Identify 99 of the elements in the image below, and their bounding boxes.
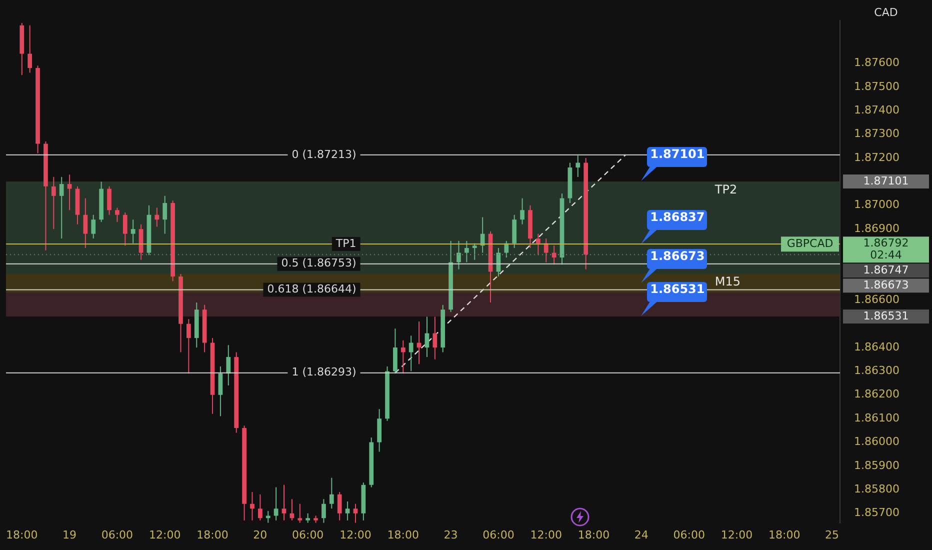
candlestick — [322, 498, 326, 524]
callout-label: 1.86673 — [641, 248, 708, 283]
y-tick-label: 1.87400 — [854, 103, 900, 116]
x-tick-label: 06:00 — [673, 528, 705, 542]
x-tick-label: 06:00 — [482, 528, 514, 542]
candlestick — [464, 240, 469, 263]
y-tick-label: 1.86200 — [854, 388, 900, 401]
y-tick-label: 1.86100 — [854, 411, 900, 424]
candlestick — [83, 198, 88, 249]
annotation: 1.86531 — [647, 282, 708, 302]
candlestick — [329, 477, 334, 510]
band-label: TP2 — [714, 182, 738, 197]
text: 1.87101 — [863, 174, 909, 188]
ref-line-label: 0.618 (1.86644) — [267, 282, 356, 296]
candlestick — [162, 195, 168, 234]
y-tick-label: 1.86400 — [854, 340, 900, 354]
candlestick — [115, 207, 120, 222]
ref-line-label: 0.5 (1.86753) — [281, 256, 356, 270]
candlestick — [377, 408, 382, 452]
candlestick — [218, 366, 223, 417]
x-tick-label: 20 — [253, 528, 268, 542]
y-tick-label: 1.85700 — [854, 506, 900, 520]
y-tick-label: 1.86000 — [854, 435, 900, 448]
x-tick-label: 06:00 — [292, 528, 324, 542]
text: 1.86531 — [863, 309, 909, 322]
annotation: 1.86673 — [647, 248, 708, 269]
y-tick-label: 1.87600 — [854, 56, 900, 70]
candlestick — [226, 344, 231, 386]
x-tick-label: 12:00 — [340, 528, 372, 542]
candlestick — [576, 155, 580, 178]
candlestick — [400, 340, 406, 374]
x-tick-label: 18:00 — [6, 528, 38, 542]
x-tick-label: 25 — [825, 528, 840, 542]
callout-label: 1.86837 — [641, 210, 708, 244]
candlestick — [258, 494, 262, 521]
ref-line-label: 1 (1.86293) — [292, 366, 356, 379]
candlestick — [353, 503, 358, 524]
candlestick — [408, 335, 414, 372]
candlestick — [250, 492, 254, 521]
y-tick-label: 1.86600 — [854, 292, 900, 306]
x-tick-label: 23 — [444, 528, 458, 542]
candlestick — [536, 233, 540, 256]
x-tick-label: 06:00 — [101, 528, 134, 542]
x-tick-label: 18:00 — [387, 528, 419, 542]
text: 1.86673 — [863, 278, 909, 292]
candlestick — [107, 186, 112, 216]
candlestick — [130, 219, 136, 244]
candlestick — [51, 176, 56, 230]
candlestick — [266, 510, 270, 524]
x-tick-label: 18:00 — [578, 528, 610, 542]
candlestick — [274, 486, 278, 521]
y-tick-label: 1.87500 — [854, 80, 900, 93]
text: 02:44 — [870, 248, 902, 262]
band-label: M15 — [714, 274, 741, 289]
candlestick — [91, 214, 96, 240]
x-tick-label: 12:00 — [149, 528, 181, 542]
callout-label: 1.86531 — [641, 282, 708, 316]
candlestick — [472, 242, 477, 260]
candlestick — [337, 492, 342, 521]
x-tick-label: 19 — [62, 528, 77, 542]
text: 1.86792 — [863, 236, 909, 250]
y-tick-label: 1.87200 — [854, 150, 900, 164]
candlestick — [59, 176, 64, 240]
text: 1.86747 — [863, 264, 909, 277]
x-tick-label: 18:00 — [768, 528, 800, 542]
x-tick-label: 24 — [634, 528, 648, 542]
candlestick — [480, 216, 485, 254]
candlestick — [186, 318, 191, 374]
candlestick — [28, 24, 32, 74]
candlestick — [432, 316, 438, 360]
y-axis-title: CAD — [874, 6, 898, 19]
candlestick — [512, 214, 517, 249]
ref-line-label: 0 (1.87213) — [292, 148, 356, 161]
y-tick-label: 1.86900 — [854, 222, 900, 235]
candlestick — [306, 512, 310, 524]
callout-label: 1.87101 — [641, 147, 708, 182]
ref-line-label: TP1 — [334, 236, 356, 250]
candlestick — [122, 212, 128, 246]
candlestick — [520, 198, 524, 225]
x-tick-label: 12:00 — [720, 528, 753, 542]
ref-line-label: GBPCAD — [786, 237, 834, 250]
candlestick — [298, 503, 302, 524]
annotation: 1.86837 — [647, 210, 708, 230]
y-tick-label: 1.85800 — [854, 482, 900, 496]
candlestick — [154, 207, 160, 228]
candlestick — [67, 174, 72, 211]
y-tick-label: 1.86300 — [854, 364, 900, 378]
y-tick-label: 1.87000 — [854, 198, 900, 212]
candlestick — [393, 328, 398, 374]
candlestick — [456, 240, 461, 270]
x-tick-label: 12:00 — [530, 528, 562, 542]
candlestick — [282, 484, 286, 521]
y-tick-label: 1.87300 — [854, 127, 900, 140]
candlestick — [345, 500, 350, 521]
candlestick — [552, 245, 556, 266]
candlestick — [424, 316, 430, 358]
x-tick-label: 18:00 — [196, 528, 228, 542]
annotation: 1.87101 — [647, 147, 708, 168]
y-tick-label: 1.85900 — [854, 458, 900, 472]
